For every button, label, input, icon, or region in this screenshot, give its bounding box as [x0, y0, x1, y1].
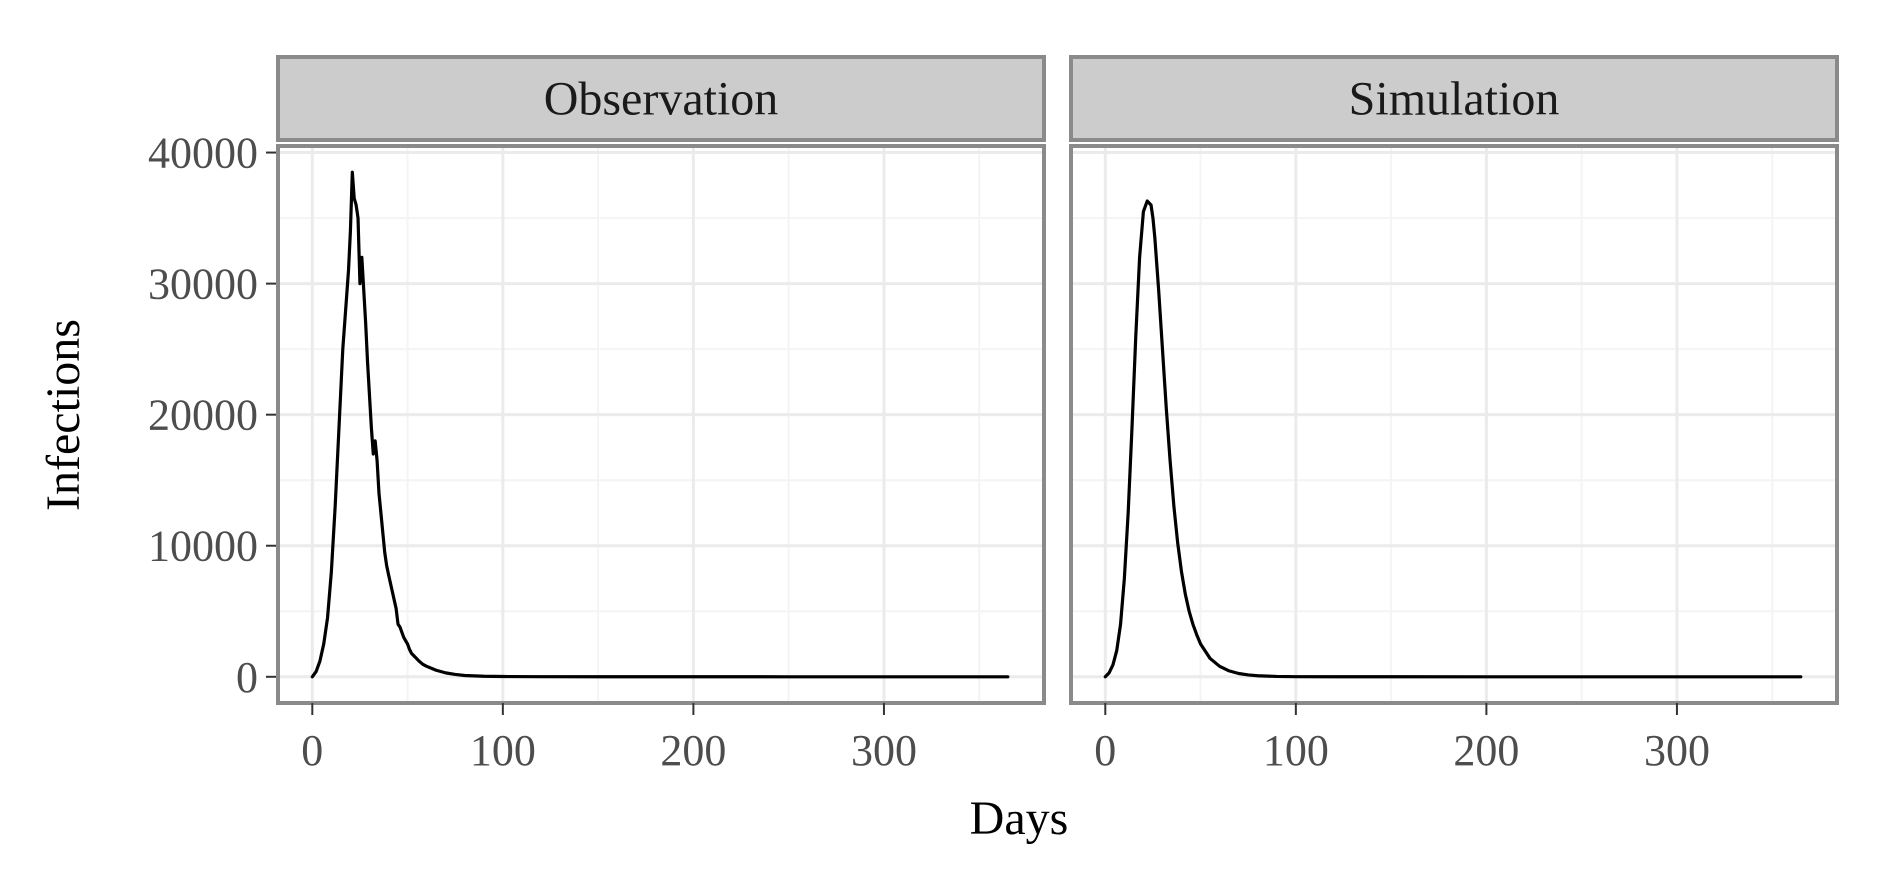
- y-tick-label: 0: [236, 653, 258, 702]
- panel-border: [276, 144, 1046, 705]
- facet-strip: [1069, 55, 1839, 142]
- y-tick-label: 30000: [148, 260, 258, 309]
- y-axis: 0 10000 20000 30000 40000: [148, 129, 278, 702]
- x-tick-label: 200: [660, 726, 726, 775]
- x-tick-label: 200: [1453, 726, 1519, 775]
- x-tick-label: 0: [301, 726, 323, 775]
- panel-background: [278, 146, 1044, 703]
- x-tick-label: 0: [1094, 726, 1116, 775]
- panel-simulation: Simulation 0 100 200 300: [1069, 55, 1839, 775]
- panel-background: [1071, 146, 1837, 703]
- x-tick-label: 100: [470, 726, 536, 775]
- y-axis-title: Infections: [37, 319, 90, 511]
- panel-border: [1069, 144, 1839, 705]
- y-tick-label: 20000: [148, 391, 258, 440]
- x-tick-label: 300: [851, 726, 917, 775]
- facet-title: Simulation: [1349, 73, 1560, 126]
- series-line-simulation: [1103, 199, 1803, 679]
- y-tick-label: 40000: [148, 129, 258, 178]
- facet-title: Observation: [544, 73, 779, 126]
- x-axis-title: Days: [970, 792, 1069, 845]
- y-tick-label: 10000: [148, 522, 258, 571]
- series-line-observation: [310, 170, 1010, 679]
- facet-panels: Observation 0 100 200 300 Simulation 0 100 200 30…: [276, 55, 1839, 775]
- x-tick-label: 300: [1644, 726, 1710, 775]
- panel-observation: Observation 0 100 200 300: [276, 55, 1046, 775]
- x-tick-label: 100: [1263, 726, 1329, 775]
- facet-strip: [276, 55, 1046, 142]
